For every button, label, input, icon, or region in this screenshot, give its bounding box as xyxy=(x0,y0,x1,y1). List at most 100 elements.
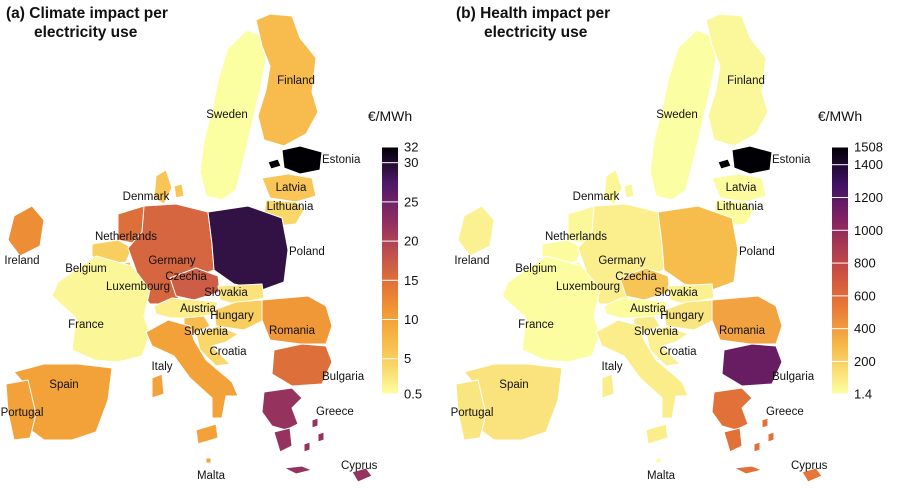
colorbar-tick-label: 1400 xyxy=(854,157,883,172)
country-greece-part-1 xyxy=(273,427,293,453)
label-hungary: Hungary xyxy=(210,310,254,322)
country-france xyxy=(51,255,151,363)
colorbar-tick-label: 20 xyxy=(404,234,418,249)
country-italy-part-2 xyxy=(645,423,669,445)
country-latvia xyxy=(711,173,767,203)
label-malta: Malta xyxy=(197,470,226,482)
label-portugal: Portugal xyxy=(1,407,44,419)
label-germany: Germany xyxy=(598,255,646,267)
label-finland: Finland xyxy=(277,75,315,87)
country-latvia xyxy=(261,173,317,203)
label-austria: Austria xyxy=(630,303,666,315)
country-romania xyxy=(711,295,783,345)
label-portugal: Portugal xyxy=(451,407,494,419)
label-france: France xyxy=(518,319,554,331)
label-poland: Poland xyxy=(739,246,775,258)
country-greece-part-3 xyxy=(767,431,775,443)
label-czechia: Czechia xyxy=(615,271,657,283)
label-bulgaria: Bulgaria xyxy=(322,371,365,383)
country-ireland xyxy=(7,205,45,257)
country-malta xyxy=(655,457,662,464)
country-finland xyxy=(705,13,769,147)
label-lithuania: Lithuania xyxy=(267,201,314,213)
colorbar-tick-label: 25 xyxy=(404,194,418,209)
label-netherlands: Netherlands xyxy=(545,231,607,243)
colorbar-tick-label: 800 xyxy=(854,256,876,271)
country-italy-part-1 xyxy=(601,373,615,399)
colorbar-tick-label: 32 xyxy=(404,140,418,155)
label-ireland: Ireland xyxy=(4,255,39,267)
label-slovenia: Slovenia xyxy=(634,326,679,338)
colorbar-tick-label: 1200 xyxy=(854,190,883,205)
colorbar-unit: €/MWh xyxy=(368,108,412,124)
country-italy xyxy=(145,319,239,419)
country-denmark-part-1 xyxy=(173,183,185,199)
colorbar-tick-label: 15 xyxy=(404,273,418,288)
label-austria: Austria xyxy=(180,303,216,315)
country-greece-part-4 xyxy=(753,441,761,453)
label-slovakia: Slovakia xyxy=(204,287,248,299)
country-greece-part-2 xyxy=(761,417,769,429)
country-bulgaria xyxy=(721,343,783,387)
label-france: France xyxy=(68,319,104,331)
country-finland xyxy=(255,13,319,147)
panel-climate-impact: (a) Climate impact per electricity use F… xyxy=(1,5,422,483)
colorbar-tick-label: 600 xyxy=(854,288,876,303)
colorbar-tick-label: 10 xyxy=(404,312,418,327)
label-germany: Germany xyxy=(148,255,196,267)
label-finland: Finland xyxy=(727,75,765,87)
label-czechia: Czechia xyxy=(165,271,207,283)
colorbar xyxy=(382,147,398,394)
label-greece: Greece xyxy=(316,406,354,418)
country-estonia-part-1 xyxy=(717,158,732,170)
colorbar-tick-label: 1.4 xyxy=(854,387,872,402)
country-cyprus xyxy=(801,467,823,483)
label-belgium: Belgium xyxy=(515,263,557,275)
country-estonia xyxy=(281,145,323,175)
country-italy-part-2 xyxy=(195,423,219,445)
country-denmark xyxy=(153,169,173,205)
country-malta xyxy=(205,457,212,464)
country-poland xyxy=(207,205,289,291)
label-estonia: Estonia xyxy=(772,154,811,166)
country-italy-part-1 xyxy=(151,373,165,399)
label-luxembourg: Luxembourg xyxy=(106,281,170,293)
colorbar-tick-label: 5 xyxy=(404,351,411,366)
label-malta: Malta xyxy=(647,470,676,482)
label-hungary: Hungary xyxy=(660,310,704,322)
label-spain: Spain xyxy=(49,379,78,391)
label-sweden: Sweden xyxy=(206,109,248,121)
label-denmark: Denmark xyxy=(573,191,620,203)
title-line-2: electricity use xyxy=(484,24,588,41)
label-latvia: Latvia xyxy=(726,182,757,194)
label-italy: Italy xyxy=(151,361,172,373)
country-greece xyxy=(261,387,303,431)
label-croatia: Croatia xyxy=(209,346,247,358)
country-greece xyxy=(711,387,753,431)
country-romania xyxy=(261,295,333,345)
colorbar-tick-label: 400 xyxy=(854,321,876,336)
title-line-1: (a) Climate impact per xyxy=(6,5,168,22)
label-luxembourg: Luxembourg xyxy=(556,281,620,293)
country-bulgaria xyxy=(271,343,333,387)
label-greece: Greece xyxy=(766,406,804,418)
label-sweden: Sweden xyxy=(656,109,698,121)
country-greece-part-5 xyxy=(733,465,763,475)
label-romania: Romania xyxy=(719,325,766,337)
label-slovenia: Slovenia xyxy=(184,326,229,338)
country-italy xyxy=(595,319,689,419)
label-bulgaria: Bulgaria xyxy=(772,371,815,383)
country-greece-part-1 xyxy=(723,427,743,453)
title-line-1: (b) Health impact per xyxy=(456,5,611,22)
country-estonia-part-1 xyxy=(267,158,282,170)
colorbar-tick-label: 1508 xyxy=(854,140,883,155)
country-denmark xyxy=(603,169,623,205)
europe-map-health: Finland Sweden Estonia Latvia Lithuania Denma… xyxy=(451,13,883,483)
country-greece-part-4 xyxy=(303,441,311,453)
label-slovakia: Slovakia xyxy=(654,287,698,299)
colorbar-tick-label: 1000 xyxy=(854,223,883,238)
label-belgium: Belgium xyxy=(65,263,107,275)
label-netherlands: Netherlands xyxy=(95,231,157,243)
label-italy: Italy xyxy=(601,361,622,373)
country-portugal xyxy=(455,379,487,441)
